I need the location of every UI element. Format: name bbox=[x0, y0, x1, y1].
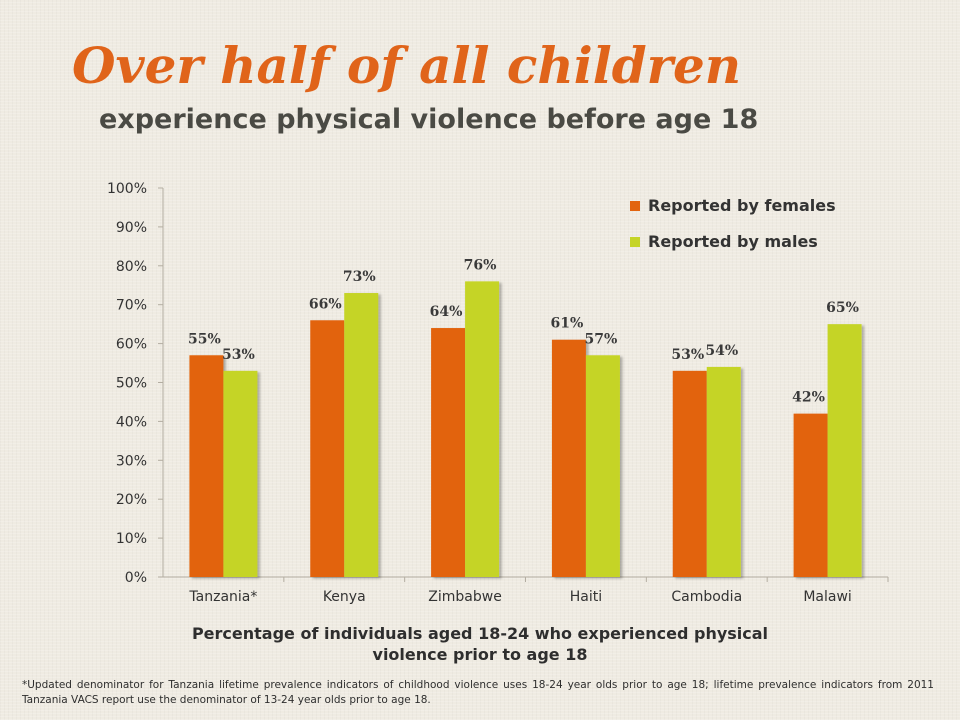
title-emphasis: half bbox=[220, 36, 330, 95]
bar-females bbox=[793, 413, 828, 577]
x-tick-label: Haiti bbox=[570, 589, 602, 605]
subtitle-post: before age 18 bbox=[537, 104, 759, 135]
slide-title: Over half of all children bbox=[72, 34, 741, 98]
subtitle-emphasis: physical violence bbox=[276, 104, 538, 135]
y-tick-label: 30% bbox=[116, 453, 147, 469]
y-tick-label: 50% bbox=[116, 376, 147, 392]
legend-swatch bbox=[630, 237, 640, 247]
bar-males bbox=[706, 366, 741, 577]
y-tick-label: 10% bbox=[116, 531, 147, 547]
y-tick-label: 70% bbox=[116, 298, 147, 314]
legend: Reported by females Reported by males bbox=[630, 196, 836, 251]
bars bbox=[189, 281, 862, 577]
x-axis: Tanzania* Kenya Zimbabwe Haiti Cambodia Malaw… bbox=[163, 576, 889, 605]
title-pre: Over bbox=[72, 36, 221, 95]
x-tick-label: Zimbabwe bbox=[428, 589, 502, 605]
legend-swatch bbox=[630, 201, 640, 211]
title-post: of all children bbox=[329, 36, 742, 95]
bar-females bbox=[189, 355, 224, 577]
bar-males bbox=[465, 281, 500, 577]
data-label: 57% bbox=[585, 331, 618, 347]
bar-males bbox=[344, 293, 379, 577]
bar-females bbox=[551, 339, 586, 577]
x-tick-label: Malawi bbox=[803, 589, 851, 605]
data-label: 65% bbox=[826, 300, 859, 316]
y-tick-label: 100% bbox=[107, 181, 147, 197]
y-tick-label: 90% bbox=[116, 220, 147, 236]
x-tick-label: Cambodia bbox=[671, 589, 742, 605]
data-label: 64% bbox=[430, 304, 463, 320]
data-label: 42% bbox=[792, 390, 825, 406]
subtitle-pre: experience bbox=[99, 104, 277, 135]
bar-females bbox=[431, 328, 466, 577]
bar-males bbox=[223, 370, 258, 577]
data-label: 53% bbox=[222, 347, 255, 363]
bar-males bbox=[827, 324, 862, 577]
x-tick-label: Tanzania* bbox=[188, 589, 257, 605]
y-tick-label: 40% bbox=[116, 414, 147, 430]
data-label: 66% bbox=[309, 296, 342, 312]
data-label: 76% bbox=[464, 257, 497, 273]
legend-label: Reported by females bbox=[648, 196, 836, 215]
slide-subtitle: experience physical violence before age … bbox=[99, 102, 758, 138]
data-labels: 55%53%66%73%64%76%61%57%53% 54%42%65% bbox=[188, 257, 859, 405]
footnote: *Updated denominator for Tanzania lifeti… bbox=[22, 679, 934, 706]
data-label: 54% bbox=[705, 343, 738, 359]
data-label: 53% bbox=[671, 347, 704, 363]
data-label: 55% bbox=[188, 331, 221, 347]
data-label: 73% bbox=[343, 269, 376, 285]
x-axis-title: Percentage of individuals aged 18-24 who… bbox=[191, 624, 769, 664]
x-tick-label: Kenya bbox=[323, 589, 366, 605]
y-tick-label: 0% bbox=[125, 570, 147, 586]
bar-females bbox=[310, 320, 345, 577]
y-tick-label: 60% bbox=[116, 337, 147, 353]
bar-females bbox=[672, 370, 707, 577]
data-label: 61% bbox=[551, 316, 584, 332]
y-axis: 0% 10% 20% 30% 40% 50% 60% 70% 80% 90% 100% bbox=[107, 181, 164, 586]
legend-label: Reported by males bbox=[648, 232, 818, 251]
y-tick-label: 20% bbox=[116, 492, 147, 508]
y-tick-label: 80% bbox=[116, 259, 147, 275]
bar-males bbox=[585, 355, 620, 577]
